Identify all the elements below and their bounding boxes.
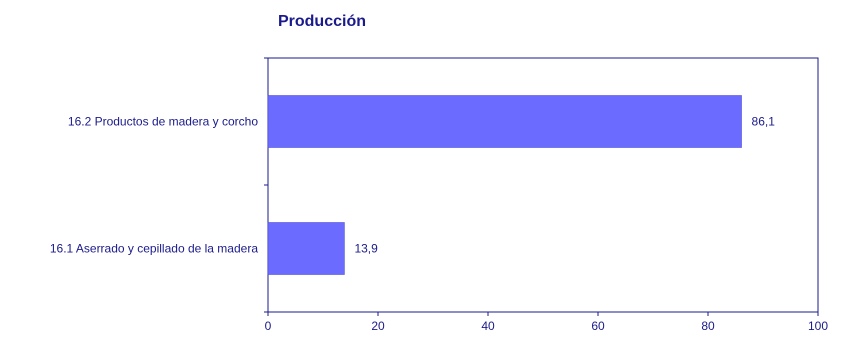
x-tick-label: 0 bbox=[265, 319, 272, 333]
bar bbox=[267, 222, 345, 275]
bars-group: 16.2 Productos de madera y corcho 86,1 16.… bbox=[50, 95, 776, 275]
bar bbox=[267, 95, 742, 148]
x-tick-label: 40 bbox=[481, 319, 495, 333]
data-label: 86,1 bbox=[752, 115, 776, 129]
chart-title: Producción bbox=[278, 13, 366, 30]
x-tick-label: 80 bbox=[701, 319, 715, 333]
x-tick-label: 20 bbox=[371, 319, 385, 333]
axes-group: 0 20 40 60 80 100 bbox=[264, 57, 828, 333]
category-label: 16.1 Aserrado y cepillado de la madera bbox=[50, 242, 258, 256]
x-tick-label: 100 bbox=[808, 319, 828, 333]
data-label: 13,9 bbox=[354, 242, 378, 256]
x-tick-label: 60 bbox=[591, 319, 605, 333]
category-label: 16.2 Productos de madera y corcho bbox=[68, 115, 258, 129]
